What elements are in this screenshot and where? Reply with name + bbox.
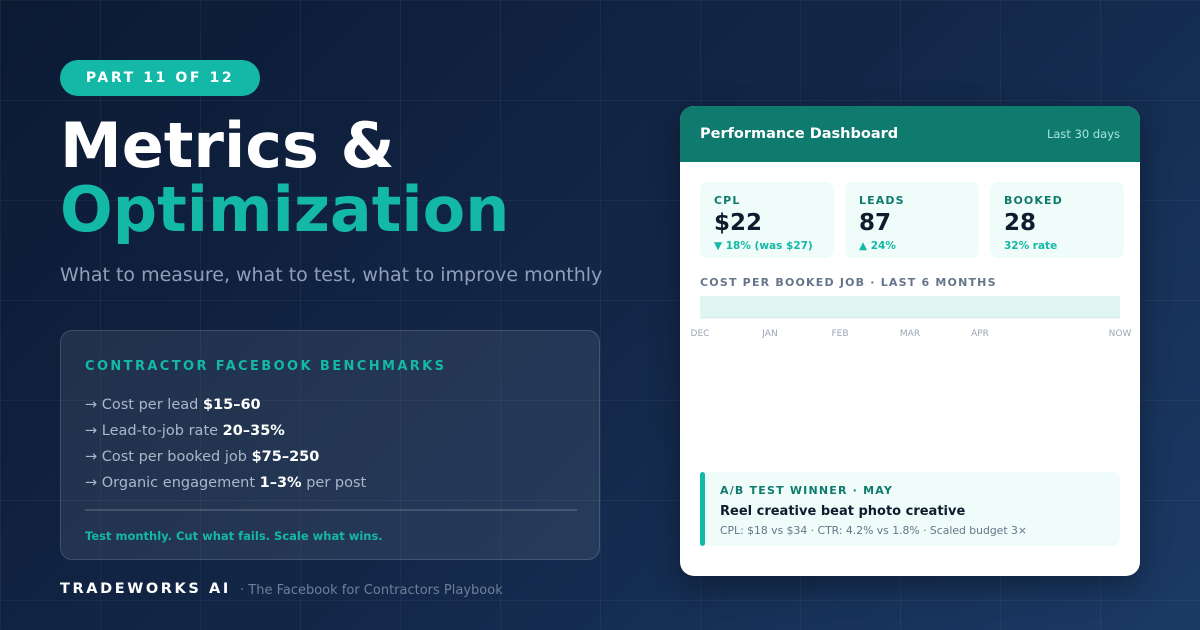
chart-title: COST PER BOOKED JOB · LAST 6 MONTHS bbox=[700, 276, 997, 289]
benchmark-item: → Cost per booked job $75–250 bbox=[85, 447, 366, 473]
stat-label: BOOKED bbox=[1004, 194, 1063, 207]
chart-x-tick-label: MAR bbox=[900, 329, 920, 339]
benchmarks-heading: CONTRACTOR FACEBOOK BENCHMARKS bbox=[85, 359, 447, 374]
stat-value: $22 bbox=[714, 210, 763, 236]
ab-test-accent-bar bbox=[700, 472, 705, 546]
chart-x-tick-label: NOW bbox=[1109, 329, 1132, 339]
benchmarks-card: CONTRACTOR FACEBOOK BENCHMARKS → Cost pe… bbox=[60, 330, 600, 560]
stat-value: 87 bbox=[859, 210, 892, 236]
stat-card-booked: BOOKED 28 32% rate bbox=[990, 182, 1124, 258]
subtitle: What to measure, what to test, what to i… bbox=[60, 264, 603, 286]
benchmarks-list: → Cost per lead $15–60 → Lead-to-job rat… bbox=[85, 395, 366, 499]
title-line-2: Optimization bbox=[60, 173, 510, 246]
chart-x-tick-label: DEC bbox=[691, 329, 710, 339]
benchmark-label: → Organic engagement bbox=[85, 475, 260, 491]
benchmarks-divider bbox=[85, 509, 577, 511]
benchmark-item: → Organic engagement 1–3% per post bbox=[85, 473, 366, 499]
part-badge: PART 11 OF 12 bbox=[60, 60, 260, 96]
date-range-label: Last 30 days bbox=[1046, 127, 1120, 141]
page-title: Metrics & Optimization bbox=[60, 114, 509, 242]
stat-card-leads: LEADS 87 ▲ 24% bbox=[845, 182, 979, 258]
stat-card-cpl: CPL $22 ▼ 18% (was $27) bbox=[700, 182, 834, 258]
ab-test-detail: CPL: $18 vs $34 · CTR: 4.2% vs 1.8% · Sc… bbox=[720, 524, 1027, 537]
dashboard-header: Performance Dashboard Last 30 days bbox=[680, 106, 1140, 162]
benchmark-value: 1–3% bbox=[259, 475, 302, 491]
ab-test-card: A/B TEST WINNER · MAY Reel creative beat… bbox=[700, 472, 1120, 546]
stat-value: 28 bbox=[1004, 210, 1037, 236]
dashboard-title: Performance Dashboard bbox=[700, 126, 899, 142]
benchmark-value: 20–35% bbox=[222, 423, 285, 439]
title-line-1: Metrics & bbox=[60, 109, 395, 182]
benchmark-suffix: per post bbox=[301, 475, 367, 491]
brand-tagline: · The Facebook for Contractors Playbook bbox=[240, 583, 503, 598]
benchmark-label: → Cost per booked job bbox=[85, 449, 252, 465]
stat-label: CPL bbox=[714, 194, 741, 207]
ab-test-label: A/B TEST WINNER · MAY bbox=[720, 484, 894, 497]
benchmark-item: → Lead-to-job rate 20–35% bbox=[85, 421, 366, 447]
benchmark-item: → Cost per lead $15–60 bbox=[85, 395, 366, 421]
stat-label: LEADS bbox=[859, 194, 905, 207]
stat-change: ▼ 18% (was $27) bbox=[714, 240, 813, 252]
ab-test-title: Reel creative beat photo creative bbox=[720, 504, 966, 519]
cost-per-job-chart: $94 / jobDECJANFEBMARAPRNOW bbox=[691, 296, 1132, 339]
benchmark-label: → Lead-to-job rate bbox=[85, 423, 223, 439]
stat-change: ▲ 24% bbox=[859, 240, 896, 252]
performance-dashboard: Performance Dashboard Last 30 days CPL $… bbox=[680, 106, 1140, 576]
chart-x-tick-label: FEB bbox=[831, 329, 848, 339]
stat-change: 32% rate bbox=[1004, 240, 1058, 252]
chart-x-tick-label: JAN bbox=[761, 329, 777, 339]
chart-area-fill bbox=[700, 296, 1120, 318]
benchmark-value: $75–250 bbox=[251, 449, 320, 465]
benchmark-value: $15–60 bbox=[202, 397, 261, 413]
brand-name: TRADEWORKS AI bbox=[60, 581, 231, 597]
benchmarks-footer: Test monthly. Cut what fails. Scale what… bbox=[85, 529, 383, 543]
benchmark-label: → Cost per lead bbox=[85, 397, 203, 413]
chart-x-tick-label: APR bbox=[971, 329, 989, 339]
